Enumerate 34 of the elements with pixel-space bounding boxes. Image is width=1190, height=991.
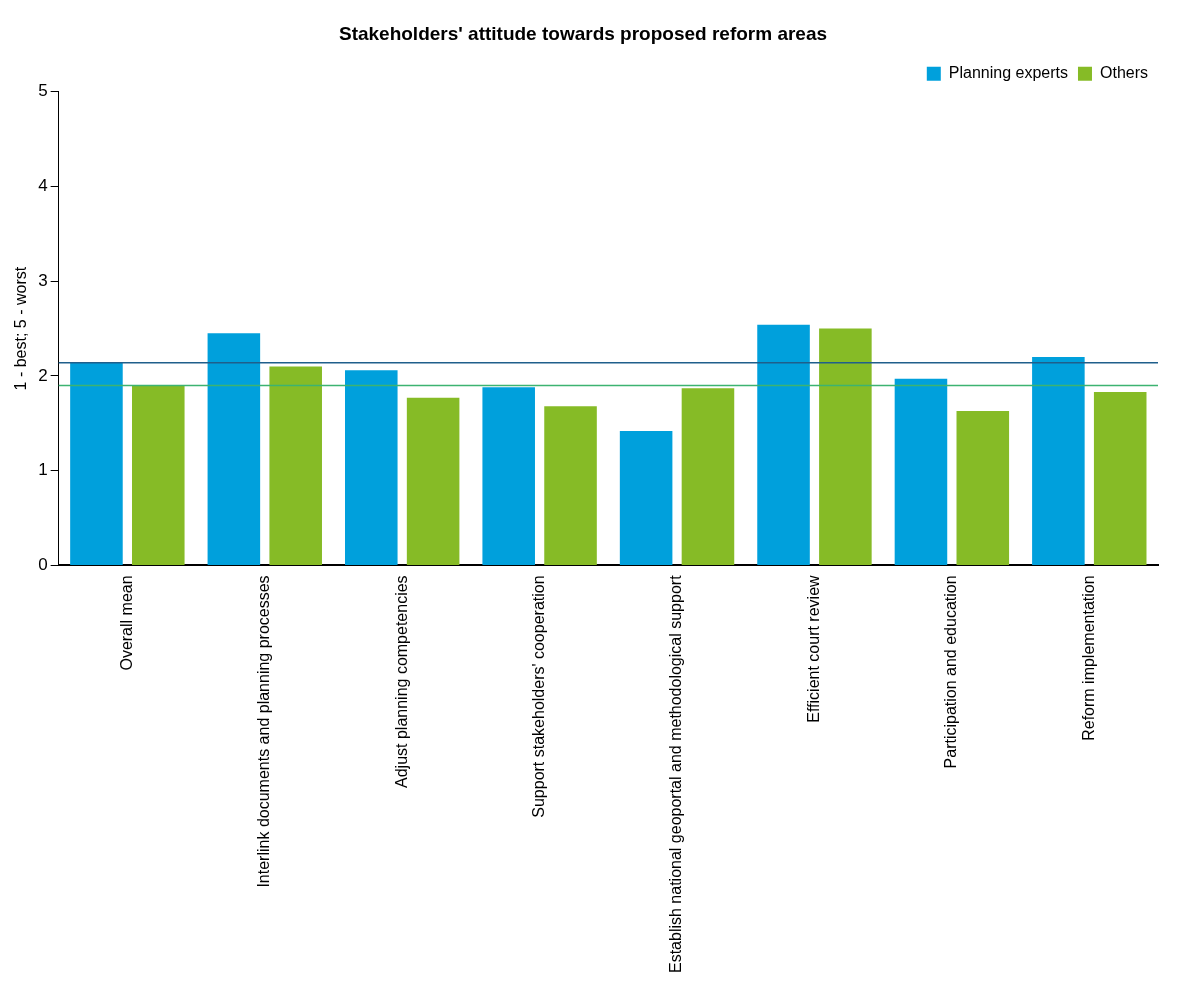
y-tick-label: 4 <box>38 176 48 196</box>
bar <box>819 328 872 565</box>
bar <box>406 397 460 565</box>
x-tick-label: Support stakeholders' cooperation <box>530 575 548 818</box>
bar <box>544 406 597 565</box>
legend-label: Planning experts <box>948 64 1068 82</box>
bar <box>757 324 810 565</box>
y-axis-title: 1 - best; 5 - worst <box>12 266 30 391</box>
bar <box>70 362 123 565</box>
y-tick-label: 2 <box>38 365 48 385</box>
bar <box>132 385 185 565</box>
x-tick-label: Adjust planning competencies <box>392 575 410 788</box>
bar <box>894 378 948 565</box>
y-tick-label: 1 <box>38 460 48 480</box>
x-tick-label: Establish national geoportal and methodological support <box>667 574 685 974</box>
y-tick-label: 3 <box>38 270 48 290</box>
x-tick-label: Participation and education <box>942 575 960 769</box>
y-tick-label: 5 <box>38 81 48 101</box>
y-tick-label: 0 <box>38 555 48 575</box>
bar <box>207 333 261 565</box>
x-tick-label: Interlink documents and planning processes <box>255 575 273 888</box>
x-tick-label: Efficient court review <box>804 574 822 723</box>
bar <box>345 370 398 565</box>
bar <box>269 366 322 565</box>
chart-title: Stakeholders' attitude towards proposed reform areas <box>338 22 828 44</box>
bar <box>956 411 1010 565</box>
bar <box>681 388 735 565</box>
bar <box>1093 392 1147 565</box>
bar <box>1032 357 1085 565</box>
x-tick-label: Reform implementation <box>1079 575 1097 741</box>
bar <box>619 430 673 565</box>
x-tick-label: Overall mean <box>117 575 135 671</box>
legend-label: Others <box>1099 64 1148 82</box>
bar <box>482 387 535 565</box>
